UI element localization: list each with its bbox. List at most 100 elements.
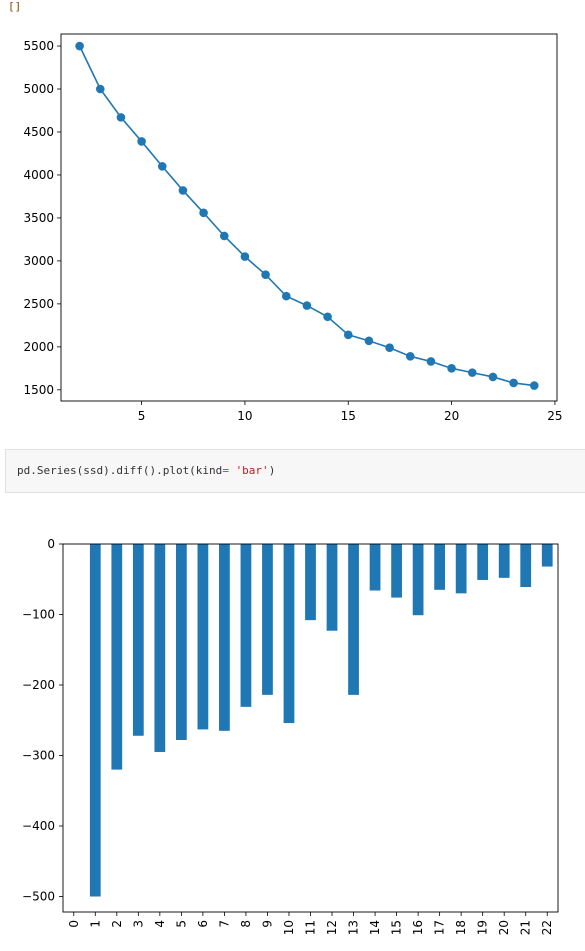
x-tick-label: 1	[88, 920, 102, 928]
y-tick-label: 2500	[23, 297, 54, 311]
data-point	[529, 381, 539, 390]
x-tick-label: 16	[411, 920, 425, 935]
y-tick-label: 0	[47, 537, 55, 551]
y-tick-label: −300	[22, 748, 55, 762]
y-tick-label: −400	[22, 819, 55, 833]
data-point	[95, 84, 105, 94]
bar	[89, 544, 101, 897]
x-tick-label: 4	[153, 920, 167, 928]
bar	[154, 544, 166, 752]
data-point	[426, 357, 436, 366]
data-point	[343, 330, 353, 340]
x-tick-label: 5	[174, 920, 188, 928]
x-tick-label: 25	[547, 409, 562, 423]
data-point	[488, 372, 498, 382]
x-tick-label: 20	[444, 409, 459, 423]
y-tick-label: 3500	[23, 211, 54, 225]
data-point	[467, 368, 477, 377]
x-tick-label: 10	[237, 409, 252, 423]
code-operator: =	[222, 464, 229, 477]
y-tick-label: 2000	[23, 340, 54, 354]
code-line[interactable]: pd.Series(ssd).diff().plot(kind= 'bar')	[17, 464, 275, 477]
data-point	[405, 352, 415, 361]
data-point	[219, 231, 229, 241]
bar	[305, 544, 316, 621]
code-close: )	[268, 464, 276, 477]
y-tick-label: 5000	[23, 82, 54, 96]
cell-output-text: []	[8, 0, 22, 13]
bar	[541, 544, 553, 567]
y-tick-label: 1500	[23, 383, 54, 397]
y-tick-label: 4500	[23, 125, 54, 139]
plot-frame	[60, 33, 558, 402]
data-point	[323, 312, 332, 322]
y-tick-label: 4000	[23, 168, 54, 182]
bar	[219, 544, 230, 731]
bar	[520, 544, 532, 588]
data-point	[199, 208, 208, 218]
x-tick-label: 5	[138, 409, 146, 423]
bar	[369, 544, 381, 591]
bar	[111, 544, 123, 770]
data-point	[178, 186, 188, 195]
x-tick-label: 13	[347, 920, 361, 935]
data-point	[447, 364, 456, 373]
x-tick-label: 14	[368, 920, 382, 935]
data-point	[385, 343, 394, 353]
bar	[132, 544, 144, 736]
code-space	[229, 464, 236, 477]
data-point	[240, 252, 250, 261]
bar	[240, 544, 252, 707]
bar	[348, 544, 359, 695]
x-tick-label: 7	[217, 920, 231, 928]
bar	[283, 544, 295, 724]
data-point	[157, 162, 167, 171]
bar	[175, 544, 187, 740]
plot-frame	[62, 543, 559, 913]
x-tick-label: 18	[454, 920, 468, 935]
data-point	[116, 113, 126, 122]
data-point	[137, 137, 146, 146]
data-point	[75, 41, 84, 51]
x-tick-label: 15	[390, 920, 404, 935]
bar	[412, 544, 424, 616]
x-tick-label: 21	[519, 920, 533, 935]
data-point	[509, 378, 518, 388]
x-tick-label: 6	[196, 920, 210, 928]
x-tick-label: 19	[476, 920, 490, 935]
code-cell[interactable]: pd.Series(ssd).diff().plot(kind= 'bar')	[5, 449, 585, 493]
line-chart-ssd: 5 10 15 20 25 1500 2000 2500 3000 3500 4000 4500 500…	[23, 33, 563, 423]
data-point	[261, 270, 270, 279]
x-tick-label: 15	[341, 409, 356, 423]
x-tick-label: 17	[433, 920, 447, 935]
y-tick-label: −200	[22, 678, 55, 692]
x-tick-label: 3	[131, 920, 145, 928]
bar	[262, 544, 273, 695]
x-tick-label: 20	[497, 920, 511, 935]
data-point	[281, 291, 291, 301]
y-tick-label: −500	[22, 889, 55, 903]
y-tick-label: 5500	[23, 39, 54, 53]
bar	[455, 544, 467, 594]
series-line	[78, 45, 535, 387]
bar	[326, 544, 338, 631]
y-tick-label: 3000	[23, 254, 54, 268]
code-string: 'bar'	[235, 464, 269, 477]
data-point	[364, 336, 374, 346]
bar	[197, 544, 209, 730]
y-tick-label: −100	[22, 607, 55, 621]
bar	[434, 544, 446, 590]
x-tick-label: 12	[325, 920, 339, 935]
x-tick-label: 8	[239, 920, 253, 928]
bar	[477, 544, 489, 580]
bar	[498, 544, 510, 578]
data-point	[302, 301, 312, 310]
x-tick-label: 11	[304, 920, 318, 935]
x-tick-label: 9	[260, 920, 274, 928]
bar	[391, 544, 402, 598]
x-tick-label: 22	[540, 920, 554, 935]
x-tick-label: 10	[282, 920, 296, 935]
x-tick-label: 2	[110, 920, 124, 928]
code-text: pd.Series(ssd).diff().plot(kind	[17, 464, 223, 477]
x-tick-label: 0	[67, 920, 81, 928]
